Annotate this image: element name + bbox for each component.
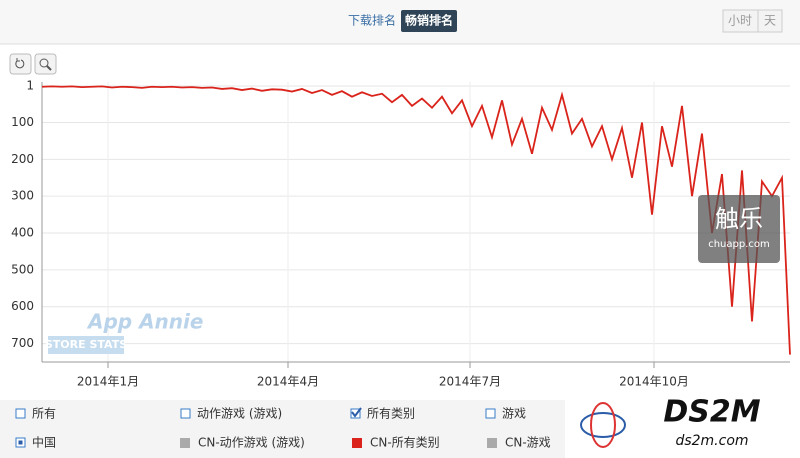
legend-bg: [0, 400, 565, 458]
legend-label[interactable]: CN-游戏: [505, 436, 551, 450]
filter-label[interactable]: 所有类别: [367, 407, 415, 421]
data-line: [41, 85, 791, 355]
filter-label[interactable]: 所有: [32, 407, 56, 421]
watermark: App Annie: [86, 310, 203, 334]
zoom-button[interactable]: [34, 53, 57, 75]
y-tick-label: 1: [26, 79, 34, 93]
tab-active-bg[interactable]: [401, 10, 457, 32]
zoom-icon: [46, 65, 52, 71]
check-mark: [351, 407, 362, 418]
logo-bg: [698, 195, 780, 263]
logo: ds2m.com: [675, 433, 748, 449]
x-tick-label: 2014年7月: [439, 375, 501, 389]
y-tick-label: 400: [11, 226, 34, 240]
reset-icon: [15, 58, 25, 69]
logo: DS2M: [663, 395, 760, 430]
watermark-bg: [48, 336, 124, 354]
zoom-icon: [39, 58, 49, 68]
x-tick-label: 2014年4月: [257, 375, 319, 389]
country-check: [18, 440, 23, 445]
y-tick-label: 300: [11, 189, 34, 203]
filter-checkbox[interactable]: [15, 408, 26, 419]
y-tick-label: 500: [11, 262, 34, 276]
y-tick-label: 600: [11, 299, 34, 313]
filter-label[interactable]: 动作游戏 (游戏): [197, 407, 282, 421]
plot-area: [42, 82, 790, 362]
tab-active[interactable]: 畅销排名: [405, 13, 453, 28]
logo-orbit: [580, 412, 626, 438]
x-tick-label: 2014年1月: [77, 375, 139, 389]
y-tick-label: 200: [11, 152, 34, 166]
filter-checkbox[interactable]: [485, 408, 496, 419]
watermark: STORE STATS: [45, 338, 127, 351]
logo-orbit: [590, 402, 616, 448]
filter-label[interactable]: 游戏: [502, 407, 526, 421]
legend-label[interactable]: CN-所有类别: [370, 436, 440, 450]
period-button[interactable]: [757, 9, 783, 33]
y-tick-label: 100: [11, 115, 34, 129]
logo: 触乐: [715, 205, 763, 233]
tab[interactable]: 下载排名: [348, 13, 396, 28]
legend-swatch[interactable]: [180, 438, 190, 448]
header-bar: [0, 0, 800, 44]
legend-label[interactable]: CN-动作游戏 (游戏): [198, 436, 305, 450]
filter-checkbox[interactable]: [350, 408, 361, 419]
filter-checkbox[interactable]: [180, 408, 191, 419]
reset-button[interactable]: [9, 53, 32, 75]
period-label[interactable]: 天: [764, 14, 776, 28]
country-label: 中国: [32, 435, 56, 450]
legend-swatch[interactable]: [352, 438, 362, 448]
y-tick-label: 700: [11, 336, 34, 350]
legend-swatch[interactable]: [487, 438, 497, 448]
plot: 1 100 200 300 400 500 600 700 2014年1月 2014年4月 2014…: [11, 79, 791, 389]
logo: chuapp.com: [708, 239, 770, 250]
period-label[interactable]: 小时: [728, 14, 752, 28]
x-tick-label: 2014年10月: [619, 375, 689, 389]
